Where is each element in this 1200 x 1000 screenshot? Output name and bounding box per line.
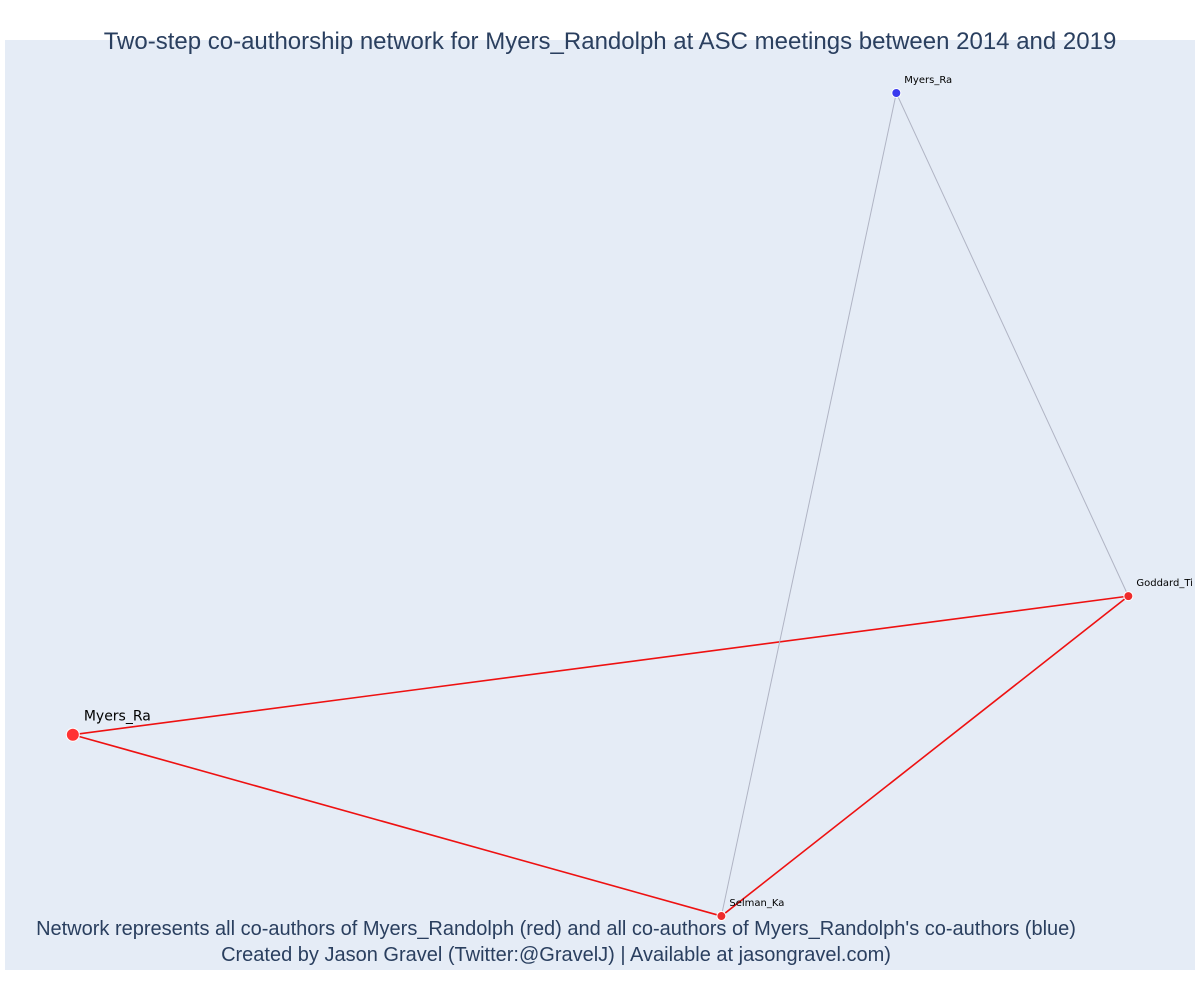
edge-myers2-goddard (895, 92, 1129, 597)
nodes-layer (65, 88, 1134, 922)
edges-layer (72, 92, 1129, 917)
edge-ego-goddard (72, 595, 1129, 736)
footnote-line-1: Network represents all co-authors of Mye… (36, 918, 1076, 940)
footnote: Network represents all co-authors of Mye… (0, 916, 1112, 968)
edge-myers2-selman (720, 92, 897, 917)
chart-title: Two-step co-authorship network for Myers… (103, 28, 1117, 55)
node-goddard[interactable] (1123, 591, 1134, 602)
node-myers2[interactable] (891, 88, 902, 99)
node-label-selman: Selman_Ka (729, 898, 784, 909)
edge-ego-selman (72, 733, 722, 917)
labels-layer: Myers_Ra Goddard_Ti Selman_Ka Myers_Ra (84, 75, 1193, 909)
node-selman[interactable] (716, 911, 727, 922)
footnote-line-2: Created by Jason Gravel (Twitter:@Gravel… (221, 944, 891, 966)
node-ego[interactable] (65, 727, 80, 742)
node-label-myers2: Myers_Ra (904, 75, 952, 86)
node-label-ego: Myers_Ra (84, 709, 151, 725)
node-label-goddard: Goddard_Ti (1136, 578, 1193, 589)
edge-goddard-selman (720, 595, 1129, 917)
plot-area (5, 40, 1195, 970)
